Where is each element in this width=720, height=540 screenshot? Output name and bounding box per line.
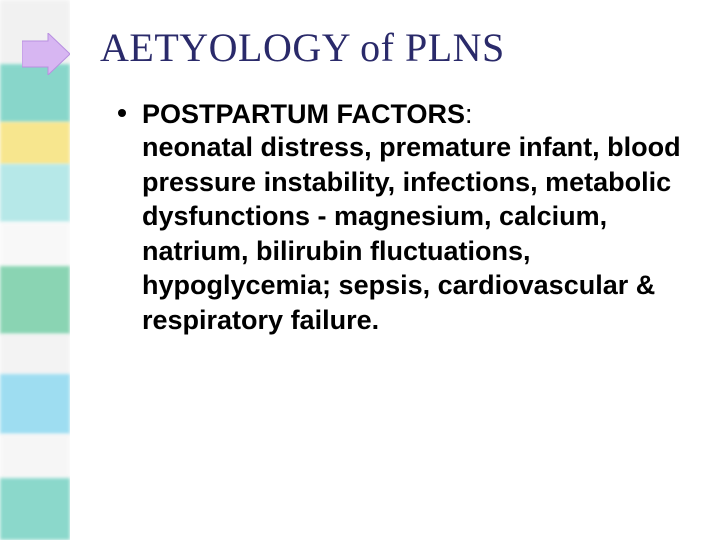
bullet-dot-icon (118, 109, 126, 117)
body-text: neonatal distress, premature infant, blo… (142, 130, 700, 337)
body-block: POSTPARTUM FACTORS: neonatal distress, p… (100, 99, 700, 337)
slide-title: AETYOLOGY of PLNS (100, 24, 700, 71)
decorative-left-band (0, 0, 70, 540)
bullet-item: POSTPARTUM FACTORS: neonatal distress, p… (142, 99, 700, 337)
sub-heading: POSTPARTUM FACTORS (142, 99, 465, 129)
slide-content: AETYOLOGY of PLNS POSTPARTUM FACTORS: ne… (100, 24, 700, 337)
arrow-bullet-icon (22, 33, 70, 75)
colon-text: : (465, 99, 473, 129)
